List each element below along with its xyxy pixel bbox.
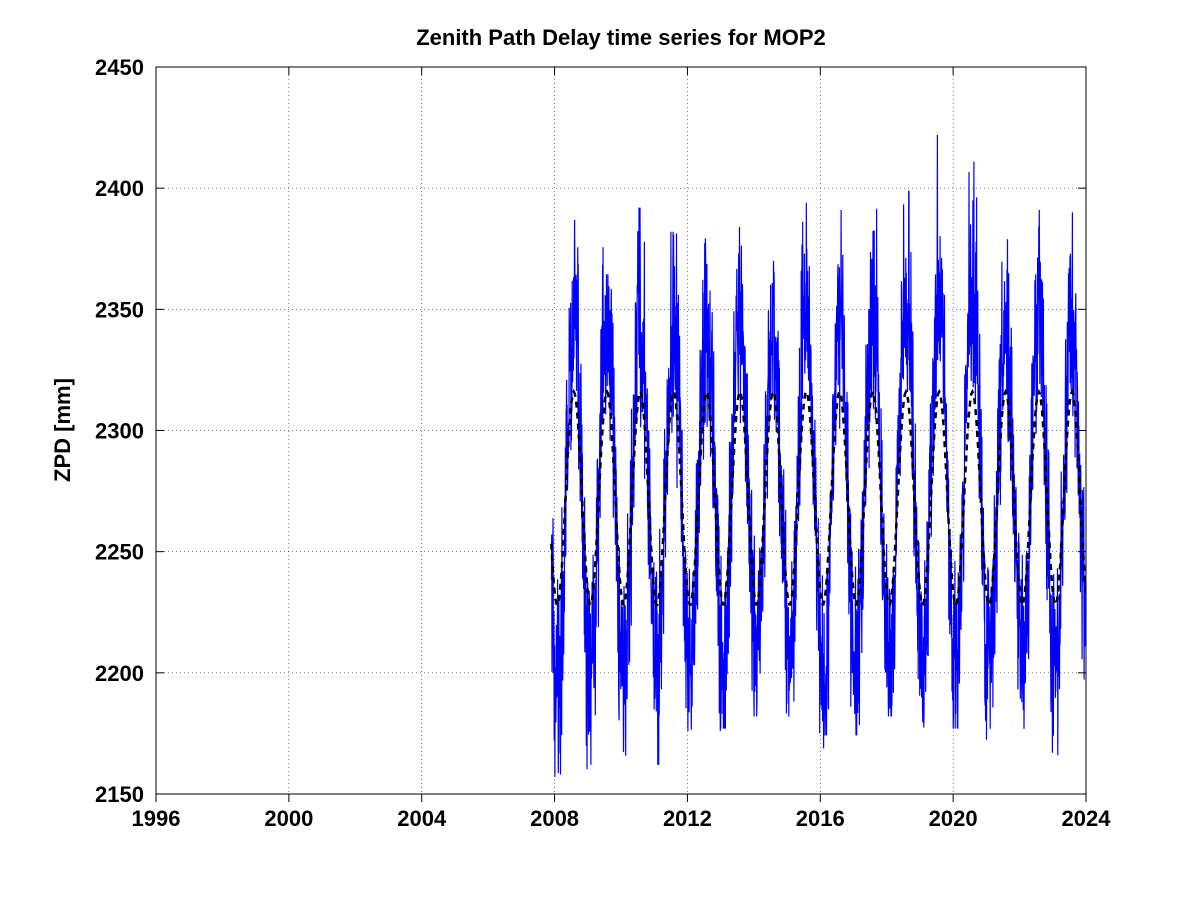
y-tick-label: 2300: [95, 419, 144, 444]
chart-title: Zenith Path Delay time series for MOP2: [416, 25, 826, 50]
x-tick-label: 2024: [1062, 806, 1112, 831]
x-tick-label: 2012: [663, 806, 712, 831]
y-tick-label: 2450: [95, 55, 144, 80]
y-tick-label: 2250: [95, 540, 144, 565]
y-tick-label: 2350: [95, 297, 144, 322]
x-tick-label: 2016: [796, 806, 845, 831]
chart-svg: Zenith Path Delay time series for MOP2 Z…: [0, 0, 1201, 901]
axis-ticks: 1996 2000 2004 2008 2012 2016 2020 2024 2150 2200…: [95, 55, 1111, 831]
y-axis-label: ZPD [mm]: [50, 378, 75, 482]
data-series: [551, 135, 1086, 777]
x-tick-label: 2020: [929, 806, 978, 831]
y-tick-label: 2150: [95, 782, 144, 807]
y-tick-label: 2400: [95, 176, 144, 201]
zpd-raw-line: [551, 135, 1086, 777]
y-tick-label: 2200: [95, 661, 144, 686]
x-tick-label: 2008: [530, 806, 579, 831]
x-tick-label: 1996: [132, 806, 181, 831]
x-tick-label: 2004: [397, 806, 447, 831]
chart-container: Zenith Path Delay time series for MOP2 Z…: [0, 0, 1201, 901]
x-tick-label: 2000: [264, 806, 313, 831]
